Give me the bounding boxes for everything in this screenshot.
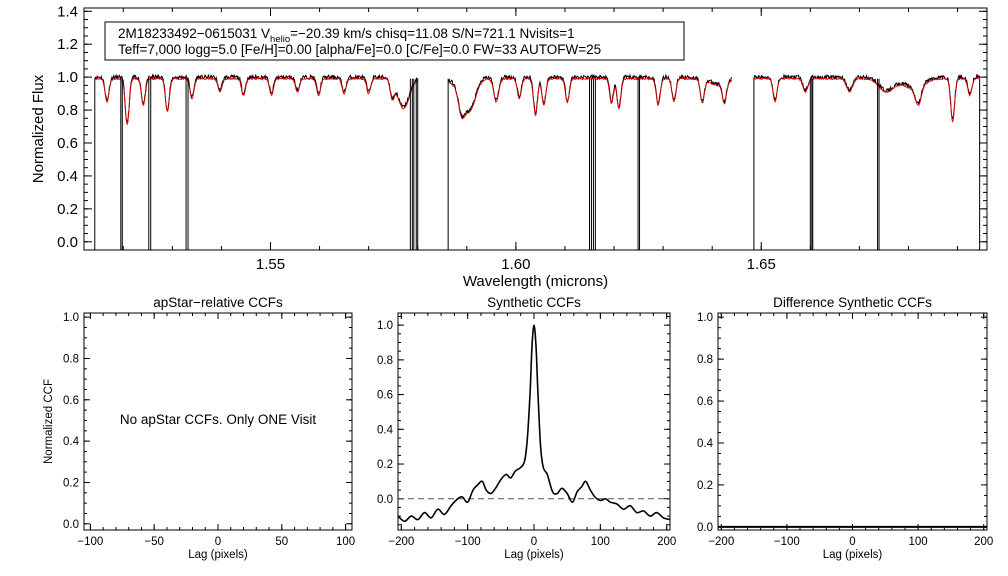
apstar_ccf-xtick-label: −50 — [144, 536, 164, 548]
spectrum-ytick-label: 0.8 — [57, 102, 78, 119]
apstar_ccf-ylabel: Normalized CCF — [43, 379, 55, 464]
info-v-label: V — [261, 26, 270, 41]
synthetic_ccf-xtick-label: 0 — [531, 536, 537, 548]
info-box-frame — [104, 21, 685, 61]
difference_ccf-frame — [717, 312, 988, 531]
difference_ccf-xlabel: Lag (pixels) — [823, 549, 883, 561]
synthetic-ccf-series-line — [398, 324, 670, 523]
synthetic_ccf-xtick-label: −100 — [455, 536, 481, 548]
spectrum-xtick-label: 1.60 — [501, 256, 530, 273]
info-stats: chisq=11.08 S/N=721.1 Nvisits=1 — [376, 26, 575, 41]
spectrum-ytick-label: 0.2 — [57, 201, 78, 218]
difference_ccf-xtick-label: 0 — [849, 536, 855, 548]
spectrum-ytick-label: 0.4 — [57, 168, 78, 185]
synthetic_ccf-ytick-label: 1.0 — [377, 320, 393, 332]
spectrum-info-box: 2M18233492−0615031 Vhelio=−20.39 km/s ch… — [104, 21, 685, 61]
apstar_ccf-xtick-label: 50 — [275, 536, 288, 548]
spectrum-ytick-label: 1.0 — [57, 69, 78, 86]
difference_ccf-xtick-label: 100 — [909, 536, 928, 548]
spectrum-ytick-label: 0.0 — [57, 234, 78, 251]
spectrum-ylabel: Normalized Flux — [30, 74, 47, 183]
synthetic_ccf-ytick-label: 0.8 — [377, 355, 393, 367]
synthetic_ccf-xtick-label: 200 — [657, 536, 676, 548]
apstar_ccf-xtick-label: 100 — [336, 536, 355, 548]
difference_ccf-xtick-label: −200 — [708, 536, 734, 548]
apstar_ccf-axes: −100 −50 0 50 100 0.0 0.2 0.4 0.6 0.8 1.0 Lag (pixe… — [43, 295, 355, 561]
apstar_ccf-ytick-label: 0.0 — [63, 519, 79, 531]
synthetic_ccf-title: Synthetic CCFs — [487, 295, 581, 310]
spectrum-xtick-label: 1.55 — [256, 256, 285, 273]
synthetic_ccf-ytick-label: 0.4 — [377, 424, 394, 436]
apstar_ccf-xtick-label: 0 — [215, 536, 221, 548]
difference_ccf-title: Difference Synthetic CCFs — [773, 295, 932, 310]
spectrum-xtick-label: 1.65 — [747, 256, 776, 273]
info-v-subscript: helio — [270, 34, 290, 45]
difference_ccf-ytick-label: 1.0 — [697, 312, 713, 324]
synthetic_ccf-xtick-label: −200 — [388, 536, 414, 548]
apstar_ccf-ytick-label: 1.0 — [63, 312, 79, 324]
difference_ccf-ytick-label: 0.4 — [697, 438, 714, 450]
apstar_ccf-ytick-label: 0.6 — [63, 395, 79, 407]
synthetic_ccf-xtick-label: 100 — [591, 536, 610, 548]
synthetic_ccf-xlabel: Lag (pixels) — [504, 549, 564, 561]
apstar_ccf-xtick-label: −100 — [77, 536, 103, 548]
synthetic_ccf-ytick-label: 0.0 — [377, 494, 393, 506]
spectrum-xlabel: Wavelength (microns) — [463, 273, 608, 290]
spectrum-ytick-label: 1.2 — [57, 36, 78, 53]
apstar_ccf-xlabel: Lag (pixels) — [188, 549, 248, 561]
synthetic_ccf-axes: −200 −100 0 100 200 0.0 0.2 0.4 0.6 0.8 1.0 Lag (pi… — [377, 295, 676, 561]
synthetic_ccf-ytick-label: 0.6 — [377, 390, 393, 402]
spectrum-ytick-label: 1.4 — [57, 3, 78, 20]
info-line-2: Teff=7,000 logg=5.0 [Fe/H]=0.00 [alpha/F… — [118, 42, 601, 57]
synthetic_ccf-frame — [397, 312, 671, 531]
apstar_ccf-ytick-label: 0.8 — [63, 353, 79, 365]
difference_ccf-ytick-label: 0.6 — [697, 396, 713, 408]
difference_ccf-ytick-label: 0.8 — [697, 354, 713, 366]
info-v-value: =−20.39 km/s — [290, 26, 376, 41]
spectrum-series-observed — [94, 73, 981, 123]
synthetic_ccf-ytick-label: 0.2 — [377, 459, 393, 471]
info-star-id: 2M18233492−0615031 — [118, 26, 261, 41]
apstar-ccf-annotation: No apStar CCFs. Only ONE Visit — [120, 412, 317, 427]
difference_ccf-xtick-label: −100 — [774, 536, 800, 548]
apstar_ccf-ytick-label: 0.4 — [63, 436, 80, 448]
spectrum-frame — [83, 7, 988, 251]
difference_ccf-ytick-label: 0.0 — [697, 522, 713, 534]
difference_ccf-axes: −200 −100 0 100 200 0.0 0.2 0.4 0.6 0.8 1.0 Lag (pi… — [697, 295, 993, 561]
apstar_ccf-title: apStar−relative CCFs — [153, 295, 283, 310]
spectrum-axes: 1.55 1.60 1.65 0.0 0.2 0.4 0.6 0.8 1.0 1.2 1.4 Wave… — [30, 3, 988, 290]
difference_ccf-xtick-label: 200 — [974, 536, 993, 548]
info-line-1: 2M18233492−0615031 Vhelio=−20.39 km/s ch… — [118, 26, 575, 45]
spectrum-ytick-label: 0.6 — [57, 135, 78, 152]
difference_ccf-ytick-label: 0.2 — [697, 480, 713, 492]
apstar_ccf-ytick-label: 0.2 — [63, 477, 79, 489]
